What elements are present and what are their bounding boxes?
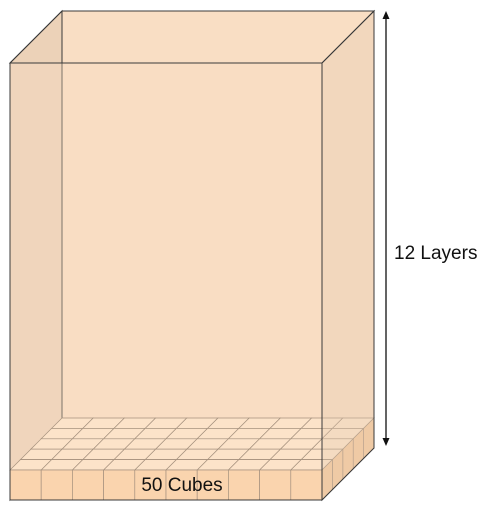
box-front-face (9, 62, 323, 501)
box-right-face (321, 9, 375, 502)
cube-front (72, 469, 104, 501)
box-front-faces (8, 9, 376, 502)
arrow-head-up (382, 11, 390, 19)
height-label: 12 Layers (394, 243, 477, 264)
height-arrow (382, 11, 390, 446)
base-label: 50 Cubes (141, 475, 222, 496)
arrow-head-down (382, 438, 390, 446)
cube-front (259, 469, 292, 501)
